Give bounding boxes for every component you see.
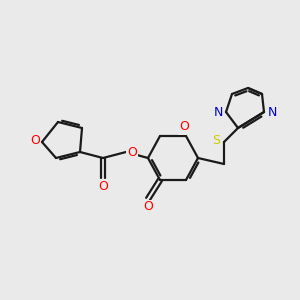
- Text: O: O: [98, 179, 108, 193]
- Text: O: O: [179, 121, 189, 134]
- Text: N: N: [267, 106, 277, 118]
- Text: S: S: [212, 134, 220, 146]
- Text: O: O: [127, 146, 137, 158]
- Text: N: N: [213, 106, 223, 118]
- Text: O: O: [143, 200, 153, 214]
- Text: O: O: [30, 134, 40, 146]
